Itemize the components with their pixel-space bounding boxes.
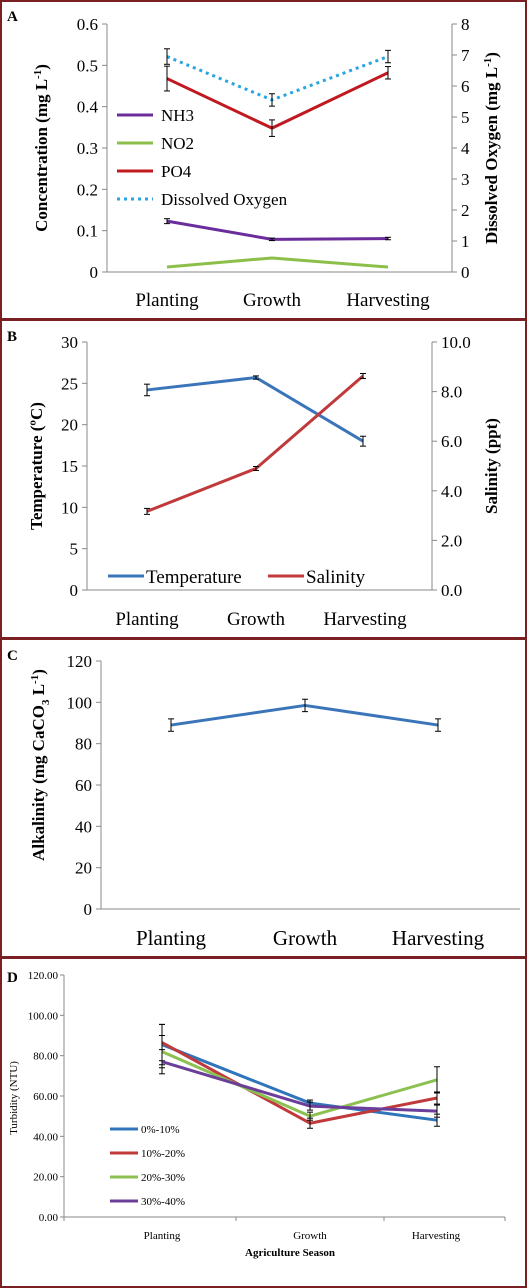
panel-b-y-tick-label: 30: [61, 333, 78, 352]
panel-b-x-tick-label: Growth: [227, 609, 286, 630]
panel-a-y2-tick-label: 3: [461, 170, 470, 189]
panel-b-y2-tick-label: 2.0: [441, 531, 462, 550]
panel-a-series-po4: [166, 71, 389, 130]
panel-d-y-tick-label: 80.00: [33, 1051, 58, 1063]
panel-d-x-tick-label: Planting: [144, 1230, 181, 1242]
panel-a-y2-axis-label: Dissolved Oxygen (mg L-1): [482, 52, 501, 244]
panel-b-y2-tick-label: 6.0: [441, 432, 462, 451]
panel-d-legend-label: 30%-40%: [141, 1196, 185, 1208]
panel-a-y2-tick-label: 2: [461, 201, 470, 220]
panel-d-y-tick-label: 60.00: [33, 1091, 58, 1103]
panel-a-x-tick-label: Harvesting: [346, 290, 430, 311]
panel-a-y2-tick-label: 1: [461, 232, 470, 251]
panel-a-y2-tick-label: 0: [461, 263, 470, 282]
panel-a-legend-label: NO2: [161, 134, 194, 153]
panel-d-legend-label: 0%-10%: [141, 1124, 180, 1136]
panel-c-letter: C: [7, 648, 18, 664]
panel-b-y2-tick-label: 8.0: [441, 383, 462, 402]
panel-b-y-tick-label: 0: [70, 581, 79, 600]
panel-a-y2-tick-label: 4: [461, 139, 470, 158]
panel-d-y-axis-label: Turbidity (NTU): [8, 1061, 20, 1135]
panel-b-x-tick-label: Harvesting: [323, 609, 407, 630]
panel-d-x-tick-label: Growth: [293, 1230, 327, 1242]
panel-a-x-tick-label: Growth: [243, 290, 302, 311]
panel-a-legend-label: NH3: [161, 106, 194, 125]
panel-a-y-tick-label: 0: [90, 263, 99, 282]
panel-c-y-tick-label: 60: [75, 776, 92, 795]
panel-c-y-tick-label: 100: [67, 693, 93, 712]
panel-d-y-tick-label: 20.00: [33, 1172, 58, 1184]
panel-a-y-axis-label: Concentration (mg L-1): [32, 64, 51, 232]
panel-b-y-tick-label: 15: [61, 457, 78, 476]
panel-b-y2-axis-label: Salinity (ppt): [482, 418, 501, 514]
panel-c-x-tick-label: Harvesting: [392, 926, 485, 950]
panel-b-y2-tick-label: 4.0: [441, 482, 462, 501]
panel-a-y2-tick-label: 6: [461, 77, 470, 96]
panel-b-series-salinity: [146, 374, 364, 513]
panel-a-legend-label: Dissolved Oxygen: [161, 190, 288, 209]
panel-b-series-temperature: [146, 376, 364, 443]
panel-a-y-tick-label: 0.1: [77, 222, 98, 241]
panel-b-y-tick-label: 20: [61, 416, 78, 435]
chart-panel-d: 0.00 20.00 40.00 60.00 80.00 100.00 120.00 Plan…: [8, 970, 506, 1259]
panel-c-y-tick-label: 40: [75, 817, 92, 836]
panel-d-legend-label: 10%-20%: [141, 1148, 185, 1160]
panel-d-y-tick-label: 120.00: [28, 970, 59, 982]
panel-a-y-tick-label: 0.3: [77, 139, 98, 158]
panel-d-legend-label: 20%-30%: [141, 1172, 185, 1184]
panel-d-letter: D: [7, 970, 18, 986]
panel-c-x-tick-label: Growth: [273, 926, 338, 950]
panel-a-frame: [0, 0, 527, 320]
panel-c-y-tick-label: 120: [67, 652, 93, 671]
panel-a-series-no2: [166, 256, 389, 269]
panel-a-y-tick-label: 0.4: [77, 98, 99, 117]
panel-d-x-tick-label: Harvesting: [412, 1230, 461, 1242]
panel-a-x-tick-label: Planting: [135, 290, 199, 311]
panel-c-x-tick-label: Planting: [136, 926, 207, 950]
panel-a-y-tick-label: 0.5: [77, 56, 98, 75]
chart-panel-c: 0 20 40 60 80 100 120 Planting Growth Harvesting A…: [29, 652, 520, 950]
panel-b-legend-label: Temperature: [146, 567, 242, 588]
chart-panel-a: 0 0.1 0.2 0.3 0.4 0.5 0.6 0 1 2 3 4 5 6 7 8 Planting Grow…: [32, 15, 501, 311]
panel-b-y-axis-label: Temperature (ºC): [27, 402, 46, 530]
panel-c-y-tick-label: 80: [75, 735, 92, 754]
panel-c-y-axis-label: Alkalinity (mg CaCO3 L-1): [29, 669, 52, 861]
panel-a-y-tick-label: 0.6: [77, 15, 98, 34]
panel-d-y-tick-label: 0.00: [39, 1212, 59, 1224]
panel-d-y-tick-label: 40.00: [33, 1131, 58, 1143]
panel-c-y-tick-label: 20: [75, 859, 92, 878]
panel-b-x-tick-label: Planting: [115, 609, 179, 630]
panel-a-y2-tick-label: 8: [461, 15, 470, 34]
panel-a-y-tick-label: 0.2: [77, 180, 98, 199]
panel-a-y2-tick-label: 5: [461, 108, 470, 127]
panel-b-letter: B: [7, 329, 17, 345]
panel-d-frame: [0, 957, 527, 1288]
panel-d-x-axis-label: Agriculture Season: [245, 1247, 335, 1259]
panel-b-y2-tick-label: 0.0: [441, 581, 462, 600]
panel-b-y-tick-label: 5: [70, 540, 79, 559]
panel-a-letter: A: [7, 9, 18, 25]
chart-panel-b: 0 5 10 15 20 25 30 0.0 2.0 4.0 6.0 8.0 10.0 Planting G…: [27, 333, 501, 630]
panel-d-y-tick-label: 100.00: [28, 1010, 59, 1022]
panel-a-y2-tick-label: 7: [461, 46, 470, 65]
panel-a-series-nh3: [166, 219, 389, 241]
panel-c-y-tick-label: 0: [84, 900, 93, 919]
panel-b-legend-label: Salinity: [306, 567, 366, 588]
panel-b-y2-tick-label: 10.0: [441, 333, 471, 352]
panel-a-legend-label: PO4: [161, 162, 192, 181]
panel-b-y-tick-label: 10: [61, 498, 78, 517]
panel-b-y-tick-label: 25: [61, 374, 78, 393]
